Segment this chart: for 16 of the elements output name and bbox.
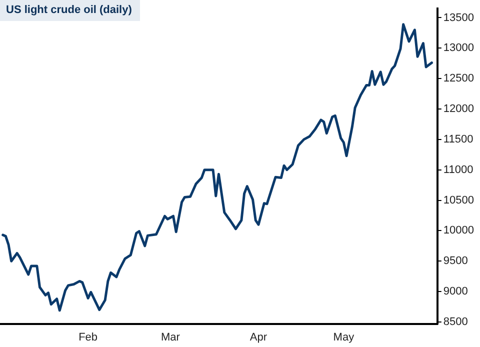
y-tick-label: 13500 — [443, 12, 474, 24]
x-tick-label: Mar — [160, 331, 180, 344]
y-tick-label: 9500 — [443, 255, 468, 268]
y-tick-label: 10000 — [443, 224, 474, 237]
y-tick-label: 12000 — [443, 103, 474, 116]
y-tick-label: 8500 — [443, 316, 468, 328]
chart-title: US light crude oil (daily) — [0, 0, 140, 21]
x-tick-label: Feb — [78, 331, 98, 344]
y-tick-label: 11500 — [443, 133, 474, 146]
y-tick-label: 10500 — [443, 194, 474, 206]
y-tick-label: 13000 — [443, 42, 474, 54]
y-tick-label: 12500 — [443, 72, 474, 85]
y-tick-label: 11000 — [443, 164, 474, 176]
x-tick-label: May — [333, 331, 355, 344]
x-tick-label: Apr — [250, 331, 268, 344]
y-tick-label: 9000 — [443, 286, 468, 298]
